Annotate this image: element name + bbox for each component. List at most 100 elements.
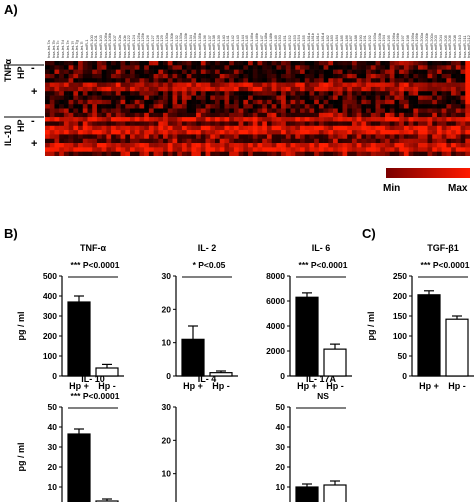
heatmap-cell	[370, 91, 376, 96]
heatmap-cell	[328, 143, 334, 148]
heatmap-cell	[455, 134, 461, 140]
heatmap-cell	[78, 147, 84, 152]
heatmap-cell	[266, 61, 272, 66]
heatmap-cell	[191, 104, 197, 109]
heatmap-cell	[290, 91, 296, 96]
heatmap-cell	[144, 147, 150, 152]
heatmap-cell	[219, 138, 225, 144]
heatmap-cell	[224, 104, 230, 109]
heatmap-cell	[177, 130, 183, 135]
heatmap-cell	[243, 130, 249, 135]
heatmap-cell	[196, 112, 202, 118]
heatmap-cell	[351, 99, 357, 105]
heatmap-cell	[451, 125, 457, 131]
heatmap-cell	[144, 104, 150, 109]
heatmap-cell	[295, 82, 301, 88]
heatmap-cell	[115, 151, 121, 156]
heatmap-cell	[314, 73, 320, 79]
heatmap-cell	[304, 91, 310, 96]
heatmap-cell	[342, 134, 348, 140]
heatmap-cell	[205, 108, 211, 114]
heatmap-cell	[243, 69, 249, 75]
heatmap-cell	[111, 112, 117, 118]
heatmap-cell	[134, 138, 140, 144]
heatmap-cell	[455, 117, 461, 122]
heatmap-cell	[238, 138, 244, 144]
heatmap-cell	[342, 138, 348, 144]
heatmap-cell	[120, 86, 126, 92]
heatmap-cell	[63, 121, 69, 127]
heatmap-cell	[375, 73, 381, 79]
heatmap-cell	[82, 121, 88, 127]
heatmap-cell	[408, 112, 414, 118]
heatmap-cell	[366, 108, 372, 114]
heatmap-cell	[130, 125, 136, 131]
heatmap-cell	[370, 69, 376, 75]
heatmap-cell	[96, 86, 102, 92]
y-tick-label: 0	[166, 371, 171, 381]
heatmap-cell	[68, 99, 74, 105]
heatmap-cell	[68, 78, 74, 83]
heatmap-cell	[73, 91, 79, 96]
heatmap-cell	[215, 78, 221, 83]
heatmap-cell	[172, 82, 178, 88]
heatmap-cell	[271, 104, 277, 109]
heatmap-cell	[210, 138, 216, 144]
heatmap-cell	[385, 121, 391, 127]
heatmap-cell	[257, 147, 263, 152]
heatmap-cell	[309, 65, 315, 70]
heatmap-cell	[167, 125, 173, 131]
heatmap-cell	[96, 82, 102, 88]
heatmap-cell	[276, 147, 282, 152]
heatmap-cell	[54, 86, 60, 92]
heatmap-cell	[375, 143, 381, 148]
heatmap-cell	[144, 121, 150, 127]
heatmap-cell	[219, 117, 225, 122]
heatmap-cell	[347, 82, 353, 88]
heatmap-cell	[413, 112, 419, 118]
x-tick-label: Hp -	[448, 381, 466, 391]
heatmap-cell	[158, 147, 164, 152]
heatmap-cell	[224, 143, 230, 148]
heatmap-cell	[413, 125, 419, 131]
heatmap-cell	[134, 134, 140, 140]
heatmap-cell	[451, 151, 457, 156]
heatmap-cell	[139, 151, 145, 156]
heatmap-cell	[172, 138, 178, 144]
heatmap-cell	[163, 143, 169, 148]
heatmap-row-brackets	[4, 64, 44, 118]
heatmap-cell	[134, 73, 140, 79]
heatmap-cell	[210, 130, 216, 135]
heatmap-cell	[394, 95, 400, 101]
heatmap-cell	[271, 69, 277, 75]
heatmap-cell	[370, 117, 376, 122]
heatmap-cell	[380, 117, 386, 122]
heatmap-cell	[356, 138, 362, 144]
heatmap-cell	[366, 104, 372, 109]
heatmap-cell	[45, 151, 51, 156]
heatmap-cell	[408, 78, 414, 83]
heatmap-cell	[167, 143, 173, 148]
heatmap-cell	[63, 117, 69, 122]
heatmap-cell	[399, 143, 405, 148]
heatmap-cell	[366, 125, 372, 131]
heatmap-cell	[153, 91, 159, 96]
heatmap-cell	[125, 82, 131, 88]
heatmap-cell	[96, 112, 102, 118]
heatmap-cell	[441, 73, 447, 79]
heatmap-cell	[394, 108, 400, 114]
heatmap-cell	[210, 78, 216, 83]
heatmap-cell	[144, 117, 150, 122]
heatmap-cell	[68, 134, 74, 140]
heatmap-cell	[172, 121, 178, 127]
heatmap-cell	[446, 65, 452, 70]
heatmap-cell	[281, 99, 287, 105]
heatmap-cell	[54, 95, 60, 101]
heatmap-cell	[233, 73, 239, 79]
y-tick-label: 6000	[266, 296, 285, 306]
heatmap-cell	[441, 108, 447, 114]
heatmap-cell	[49, 65, 55, 70]
heatmap-cell	[106, 138, 112, 144]
heatmap-cell	[413, 61, 419, 66]
